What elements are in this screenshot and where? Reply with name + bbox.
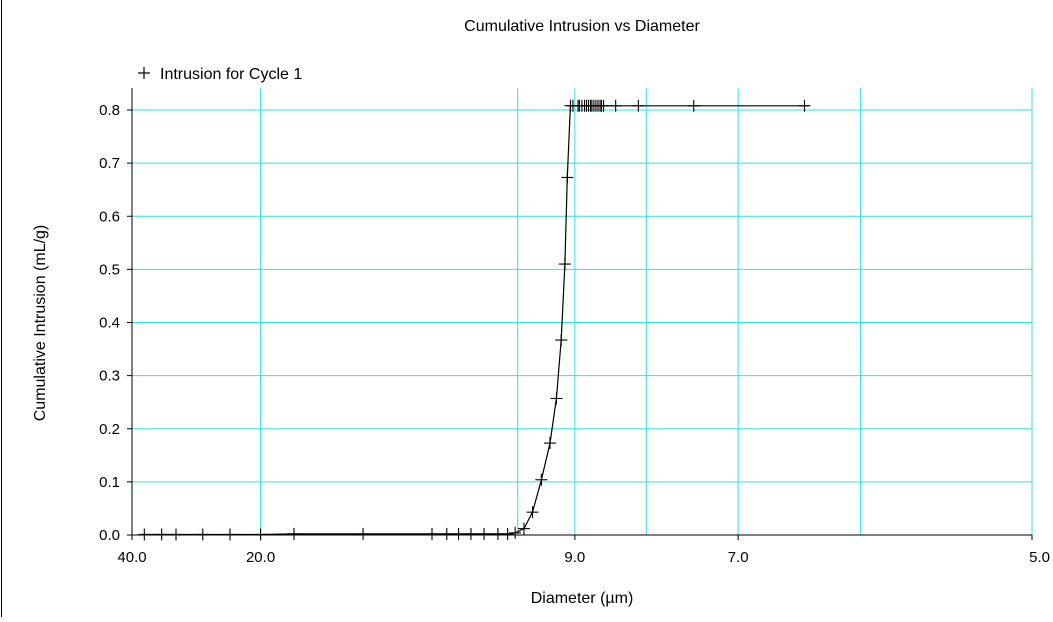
y-tick-label: 0.1 — [99, 474, 120, 491]
data-point-marker — [535, 473, 548, 486]
y-tick-label: 0.3 — [99, 368, 120, 385]
x-tick-label: 5.0 — [1029, 549, 1050, 566]
data-point-marker — [464, 527, 477, 540]
data-point-marker — [543, 437, 556, 450]
data-point-marker — [558, 258, 571, 271]
data-point-marker — [798, 99, 811, 112]
data-point-marker — [597, 99, 610, 112]
x-tick-label: 20.0 — [246, 549, 275, 566]
data-point-marker — [609, 99, 622, 112]
legend-label: Intrusion for Cycle 1 — [160, 66, 302, 83]
data-point-marker — [223, 528, 236, 541]
x-axis-title: Diameter (µm) — [531, 590, 634, 607]
data-point-marker — [155, 528, 168, 541]
data-point-marker — [550, 392, 563, 405]
data-point-marker — [357, 527, 370, 540]
y-tick-label: 0.8 — [99, 102, 120, 119]
data-point-marker — [632, 99, 645, 112]
y-tick-label: 0.2 — [99, 421, 120, 438]
y-axis-title: Cumulative Intrusion (mL/g) — [32, 225, 49, 422]
y-tick-label: 0.4 — [99, 315, 120, 332]
x-tick-label: 7.0 — [728, 549, 749, 566]
legend: Intrusion for Cycle 1 — [138, 66, 302, 83]
axes: 0.0 0.1 0.2 0.3 0.4 0.5 0.6 0.7 0.8 40.0 20.0 9.0 7.… — [99, 88, 1050, 566]
y-tick-label: 0.5 — [99, 261, 120, 278]
data-point-marker — [478, 527, 491, 540]
y-tick-label: 0.6 — [99, 208, 120, 225]
y-tick-label: 0.7 — [99, 155, 120, 172]
data-point-marker — [687, 99, 700, 112]
y-tick-label: 0.0 — [99, 527, 120, 544]
data-point-marker — [138, 528, 151, 541]
x-tick-label: 9.0 — [564, 549, 585, 566]
data-point-marker — [561, 171, 574, 184]
data-point-marker — [254, 528, 267, 541]
data-point-marker — [196, 528, 209, 541]
data-point-marker — [509, 526, 522, 539]
chart-title: Cumulative Intrusion vs Diameter — [464, 18, 700, 35]
data-point-marker — [287, 527, 300, 540]
data-point-marker — [452, 527, 465, 540]
data-point-marker — [517, 522, 530, 535]
data-point-marker — [555, 334, 568, 347]
series-layer — [138, 99, 811, 541]
data-point-marker — [526, 506, 539, 519]
data-point-marker — [501, 527, 514, 540]
x-tick-label: 40.0 — [117, 549, 146, 566]
data-point-marker — [440, 527, 453, 540]
data-point-marker — [426, 527, 438, 540]
data-point-marker — [170, 528, 183, 541]
